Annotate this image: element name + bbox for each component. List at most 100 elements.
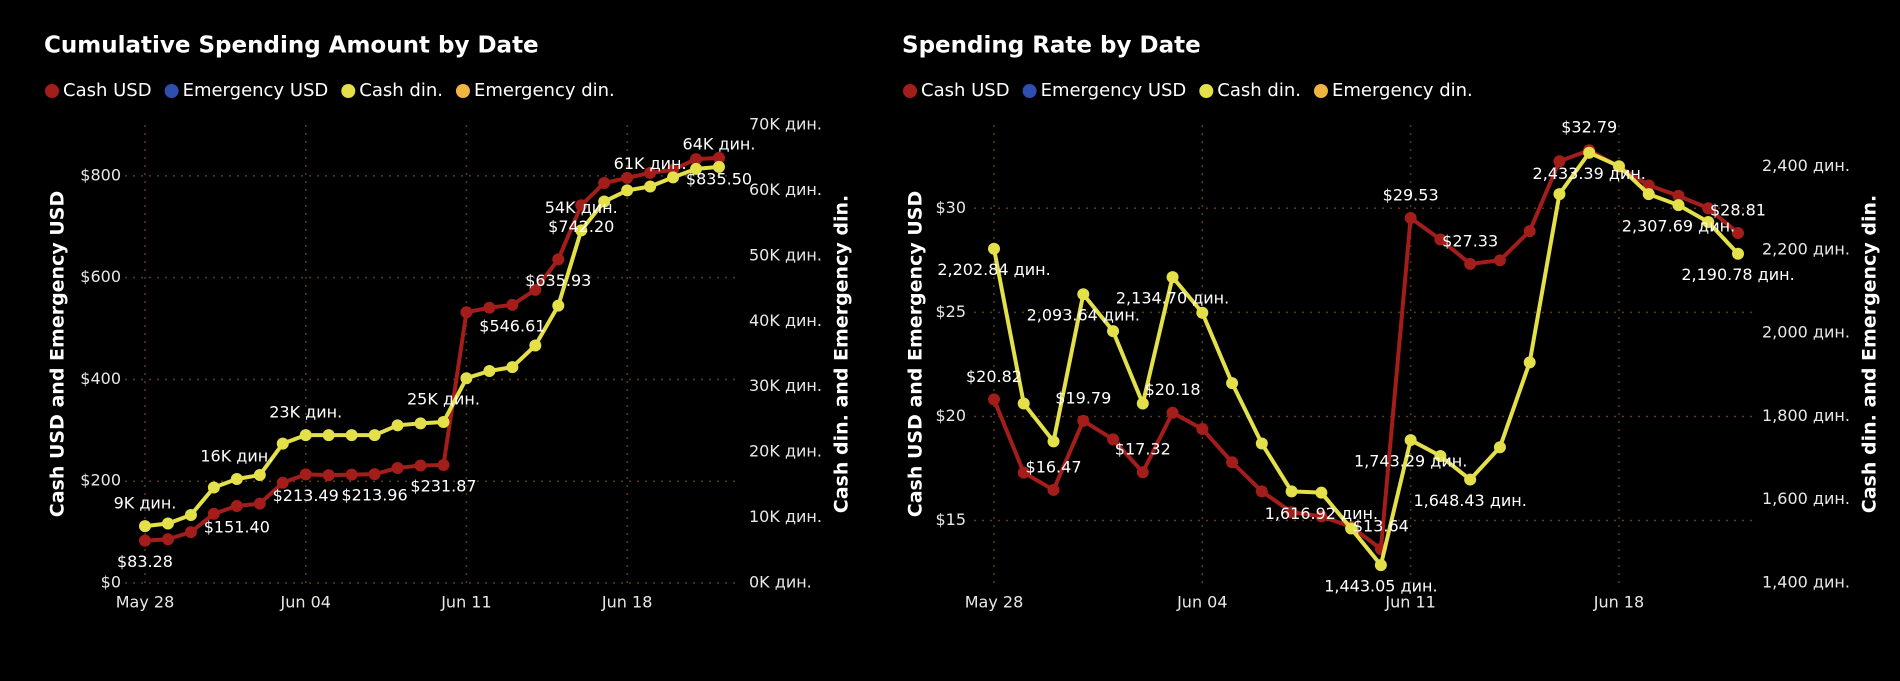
data-point (552, 253, 565, 266)
data-point (253, 469, 266, 482)
data-point (713, 160, 725, 173)
data-point (644, 166, 657, 179)
data-point (1583, 146, 1596, 159)
data-point (552, 299, 565, 312)
data-point (1642, 179, 1655, 192)
data-point (1642, 188, 1655, 201)
data-point (483, 301, 496, 314)
y2-tick-label: 1,800 дин. (1762, 406, 1850, 425)
data-point (276, 437, 289, 450)
data-point (988, 393, 1000, 406)
y-tick-label: $800 (80, 165, 121, 184)
data-label: 2,134.70 дин. (1116, 289, 1229, 308)
data-point (988, 242, 1000, 255)
data-point (139, 520, 151, 533)
y-tick-label: $20 (935, 406, 966, 425)
data-label: $29.53 (1383, 186, 1439, 205)
y2-tick-label: 1,600 дин. (1762, 489, 1850, 508)
data-label: 1,616.92 дин. (1265, 504, 1378, 523)
data-point (1553, 155, 1566, 168)
data-point (391, 419, 404, 432)
data-label: $13.64 (1353, 516, 1409, 535)
data-point (414, 417, 427, 430)
data-point (1702, 202, 1715, 215)
data-point (207, 481, 220, 494)
data-label: $32.79 (1561, 118, 1617, 137)
data-point (483, 365, 496, 378)
data-point (184, 526, 197, 539)
data-point (437, 459, 450, 472)
data-point (460, 372, 473, 385)
data-point (1166, 271, 1179, 284)
data-point (1672, 189, 1685, 202)
y2-tick-label: 20K дин. (749, 442, 822, 461)
data-point (1107, 433, 1120, 446)
x-tick-label: Jun 04 (279, 593, 330, 612)
data-label: $17.32 (1115, 440, 1171, 459)
data-point (1136, 466, 1149, 479)
data-point (230, 472, 243, 485)
data-point (207, 507, 220, 520)
data-point (667, 171, 680, 184)
legend-label: Emergency USD (183, 80, 329, 101)
data-point (713, 151, 725, 164)
data-label: $19.79 (1055, 388, 1111, 407)
data-point (139, 534, 151, 547)
x-tick-label: May 28 (965, 593, 1024, 612)
data-point (161, 533, 174, 546)
y-tick-label: $0 (101, 573, 121, 592)
legend-label: Cash din. (1217, 80, 1301, 101)
data-label: 61K дин. (614, 154, 687, 173)
data-label: 54K дин. (545, 198, 618, 217)
data-point (1017, 466, 1030, 479)
data-label: 2,190.78 дин. (1681, 265, 1794, 284)
y2-tick-label: 60K дин. (749, 180, 822, 199)
y2-tick-label: 30K дин. (749, 376, 822, 395)
data-point (1732, 227, 1744, 240)
legend-label: Cash USD (921, 80, 1010, 101)
data-point (690, 162, 703, 175)
data-label: 1,743.29 дин. (1354, 452, 1467, 471)
data-point (1285, 485, 1298, 498)
legend-marker (45, 84, 59, 98)
data-label: $20.82 (966, 367, 1022, 386)
data-point (1612, 160, 1625, 173)
data-label: $83.28 (117, 552, 173, 571)
y2-axis-title: Cash din. and Emergency din. (1859, 195, 1881, 513)
y2-tick-label: 2,000 дин. (1762, 323, 1850, 342)
data-label: 64K дин. (683, 134, 756, 153)
data-point (276, 476, 289, 489)
data-point (1136, 397, 1149, 410)
data-point (1047, 435, 1060, 448)
data-label: 9K дин. (114, 494, 177, 513)
data-label: $213.96 (342, 486, 408, 505)
data-point (690, 153, 703, 166)
chart: Cumulative Spending Amount by Date Cash U… (44, 33, 853, 612)
data-point (230, 499, 243, 512)
legend-label: Cash USD (63, 80, 152, 101)
y-axis-title: Cash USD and Emergency USD (47, 191, 69, 517)
legend-marker (1022, 84, 1037, 98)
data-point (1434, 233, 1447, 246)
data-point (345, 429, 358, 442)
y-tick-label: $25 (935, 302, 966, 321)
data-label: $635.93 (525, 271, 591, 290)
data-label: 2,433.39 дин. (1533, 164, 1646, 183)
data-point (1404, 212, 1417, 225)
data-point (506, 361, 519, 374)
data-label: 2,307.69 дин. (1622, 217, 1735, 236)
data-point (368, 468, 381, 481)
data-label: $151.40 (204, 517, 270, 536)
chart-title: Cumulative Spending Amount by Date (44, 33, 539, 59)
y2-tick-label: 10K дин. (749, 507, 822, 526)
data-point (598, 177, 611, 190)
legend-label: Emergency din. (1332, 80, 1473, 101)
data-point (621, 184, 634, 197)
data-label: $27.33 (1442, 231, 1498, 250)
x-tick-label: Jun 04 (1176, 593, 1227, 612)
chart: Spending Rate by Date Cash USD Emergency U… (902, 33, 1881, 612)
data-label: $16.47 (1026, 457, 1082, 476)
x-tick-label: Jun 18 (1593, 593, 1644, 612)
data-point (1226, 377, 1239, 390)
